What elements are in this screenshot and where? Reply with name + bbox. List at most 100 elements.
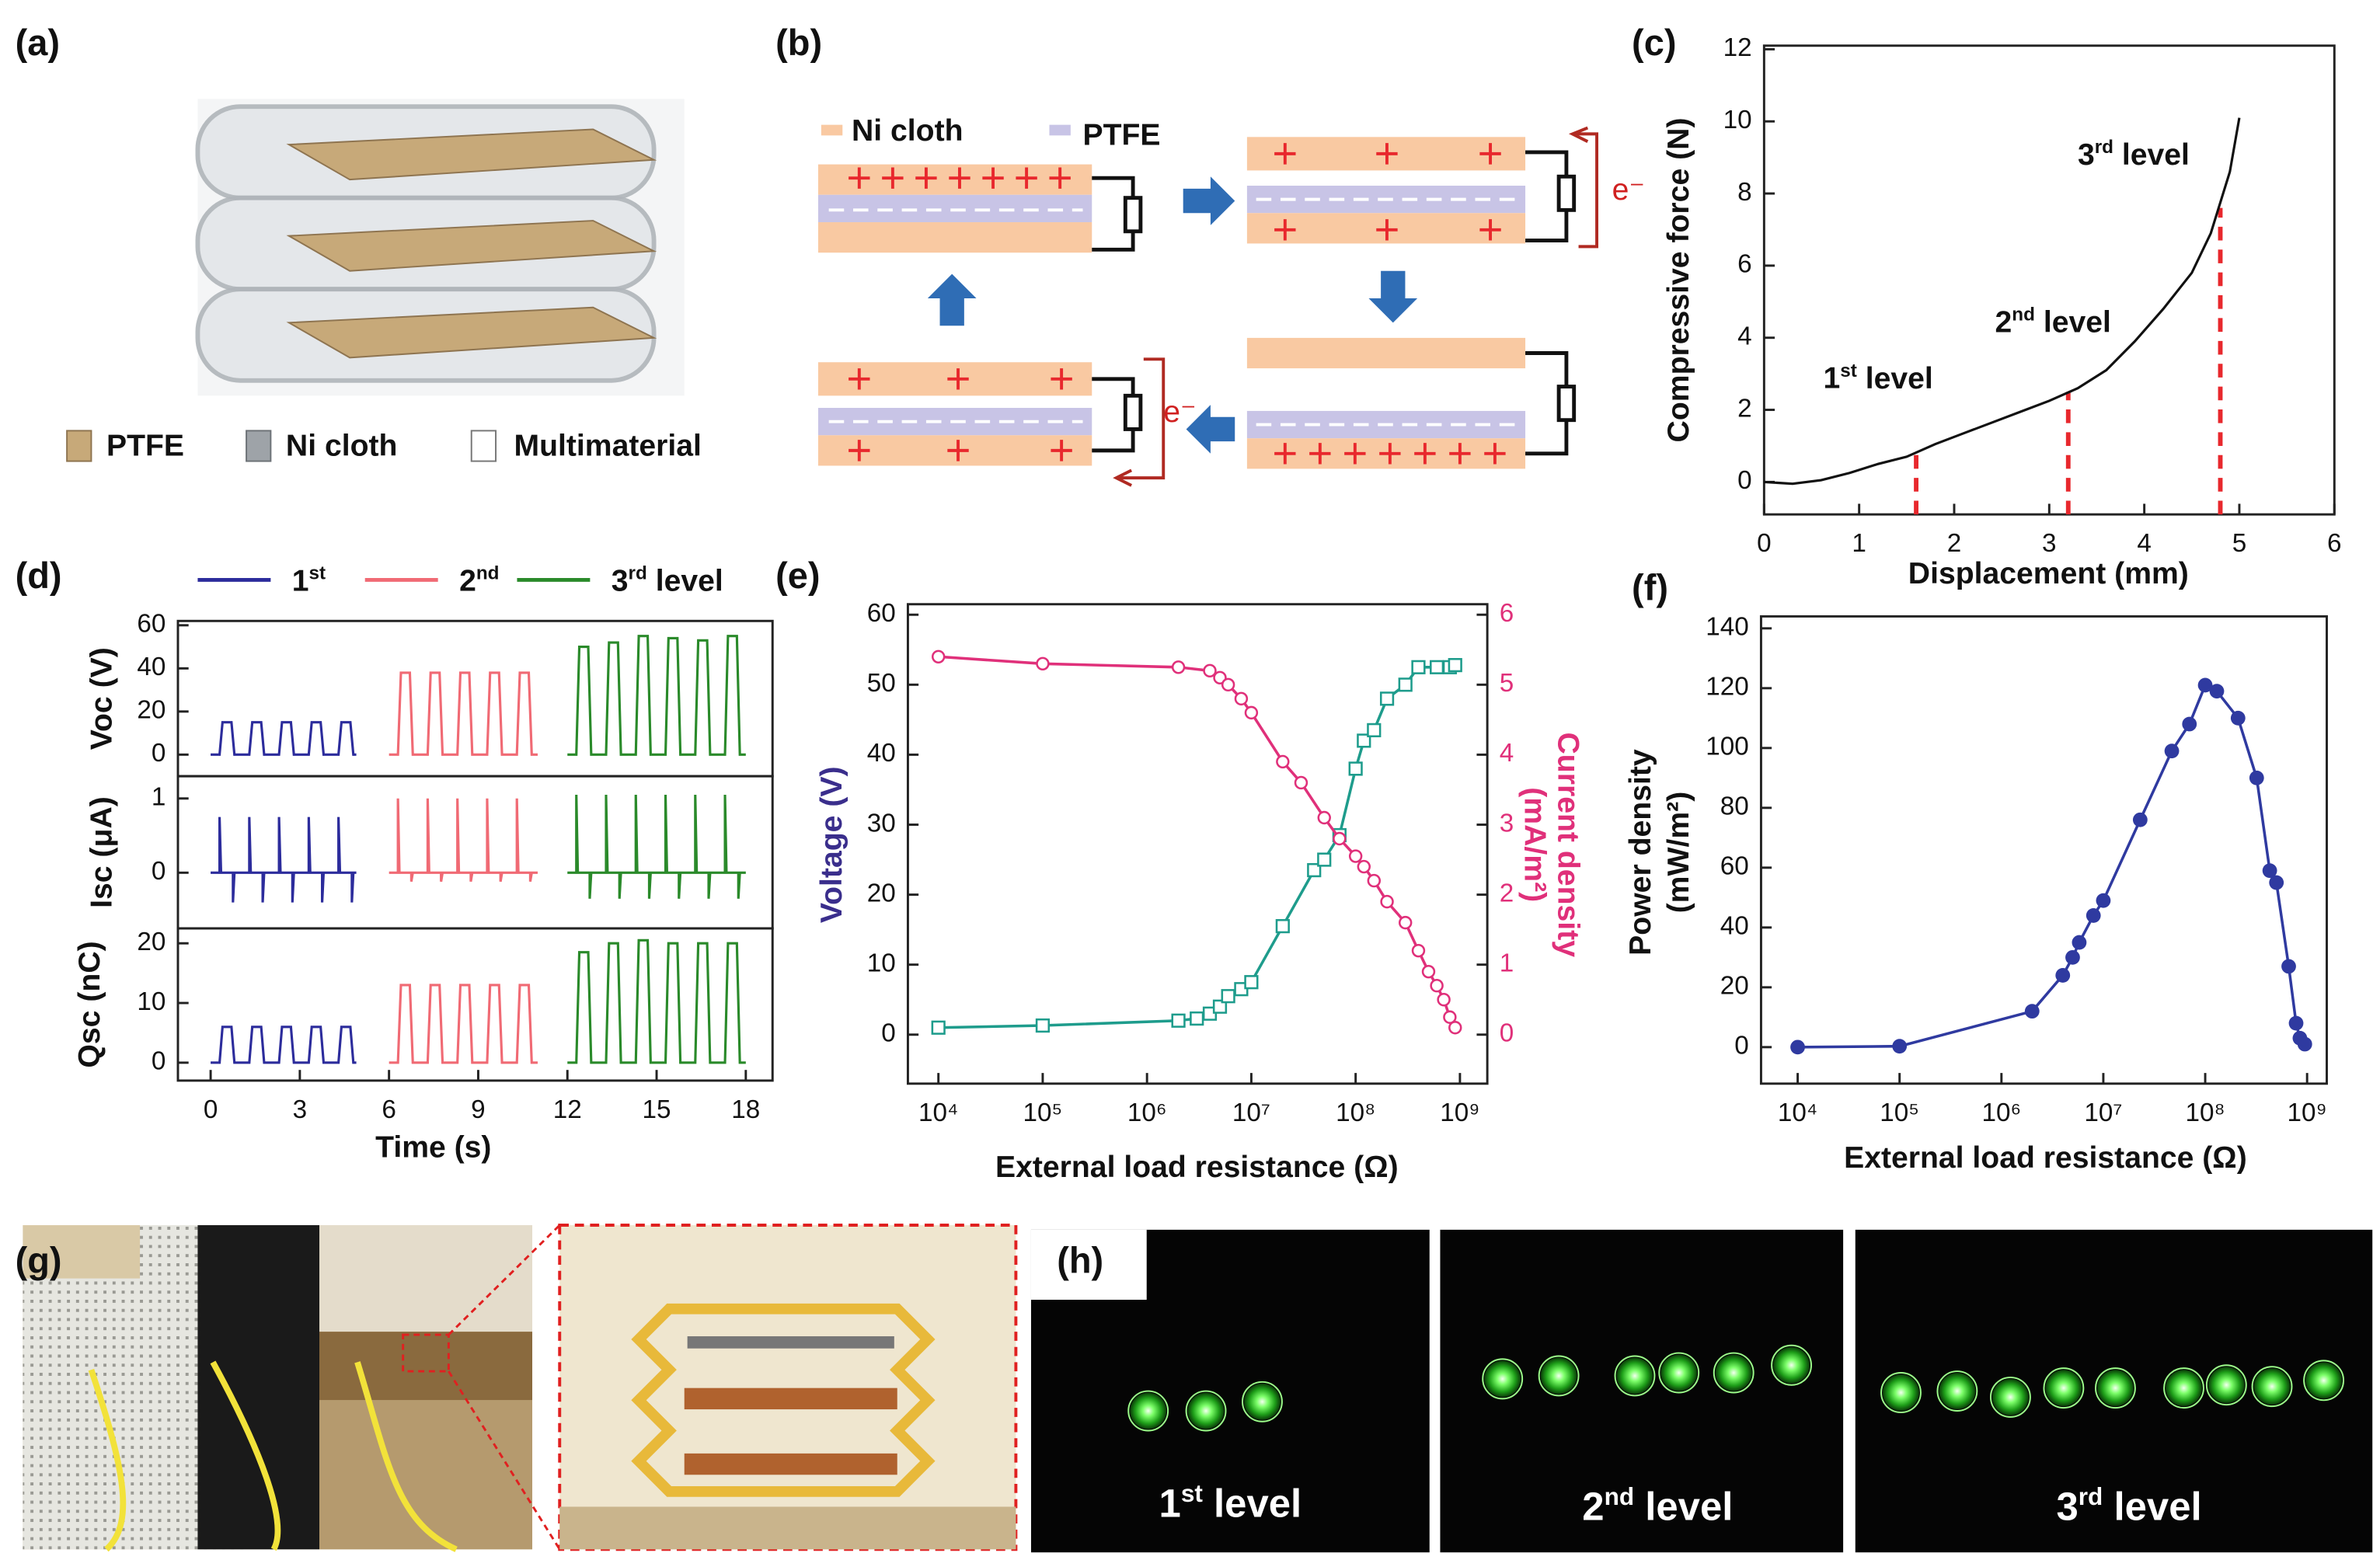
y-tick-label: 8: [1737, 178, 1752, 207]
marker: [2269, 875, 2284, 890]
y2-tick-label: 2: [1500, 879, 1514, 907]
plus-sign: [1376, 219, 1398, 241]
marker: [1421, 964, 1436, 979]
marker: [2065, 949, 2080, 965]
x-tick-label: 0: [1757, 529, 1772, 558]
marker: [1348, 849, 1363, 863]
y-tick-label: 60: [1720, 852, 1749, 881]
y-tick-label: 0: [152, 857, 166, 886]
legend-label: PTFE: [106, 429, 184, 462]
led-ring: [2163, 1367, 2204, 1409]
marker: [1221, 677, 1235, 692]
led-ring: [1880, 1372, 1922, 1413]
marker: [1430, 660, 1444, 674]
panel-label: (d): [16, 555, 62, 596]
y-tick-label: 30: [867, 809, 896, 837]
led: [2305, 1362, 2343, 1399]
marker: [1203, 663, 1217, 678]
marker: [1234, 691, 1249, 706]
led: [2045, 1370, 2082, 1407]
mechanism-diagram: [817, 124, 1599, 487]
plus-sign: [1274, 219, 1296, 241]
y-tick-label: 0: [1734, 1032, 1749, 1060]
y-tick-label: 100: [1706, 733, 1748, 761]
marker: [2024, 1004, 2040, 1019]
data-line: [1764, 117, 2241, 486]
marker: [931, 649, 946, 664]
panel-label: (a): [16, 22, 60, 63]
y-tick-label: 60: [137, 610, 166, 639]
caption: 1st level: [1159, 1480, 1302, 1526]
led: [2208, 1367, 2245, 1404]
marker: [1275, 919, 1290, 934]
led-ring: [1127, 1390, 1169, 1432]
y-axis-label: Isc (μA): [85, 796, 118, 908]
led: [1243, 1383, 1281, 1420]
x-tick-label: 10⁵: [1880, 1099, 1919, 1127]
plus-sign: [982, 167, 1004, 189]
y-tick-label: 140: [1706, 613, 1748, 642]
led: [2253, 1368, 2291, 1405]
plot-frame: [1762, 44, 2336, 516]
plus-sign: [949, 167, 970, 189]
y-tick-label: 20: [137, 696, 166, 725]
plus-sign: [1379, 443, 1401, 465]
y-axis-label: Power density: [1624, 749, 1657, 956]
marker: [2164, 743, 2180, 759]
x-tick-label: 0: [204, 1095, 218, 1124]
y-tick-label: 6: [1737, 250, 1752, 279]
legend-label: 2nd: [459, 563, 499, 598]
marker: [2182, 716, 2197, 732]
panel-label: (e): [775, 555, 820, 596]
x-tick-label: 4: [2137, 529, 2152, 558]
plus-sign: [915, 167, 937, 189]
y2-tick-label: 6: [1500, 599, 1514, 628]
led-ring: [1242, 1381, 1283, 1422]
marker: [1448, 1021, 1462, 1035]
y-tick-label: 40: [137, 653, 166, 681]
y-axis-label: Compressive force (N): [1662, 117, 1695, 442]
marker: [1367, 873, 1382, 888]
data-line: [567, 938, 746, 1064]
marker: [2072, 935, 2087, 950]
plus-sign: [882, 167, 904, 189]
marker: [1892, 1039, 1908, 1054]
marker: [1380, 894, 1394, 909]
y2-tick-label: 3: [1500, 809, 1514, 837]
legend-label: 3rd level: [612, 563, 723, 598]
marker: [1190, 1011, 1204, 1026]
marker: [2132, 812, 2148, 827]
led-ring: [1538, 1355, 1580, 1397]
led-ring: [1713, 1352, 1755, 1394]
plus-sign: [1484, 443, 1506, 465]
y-tick-label: 10: [1723, 106, 1752, 134]
legend-label: Ni cloth: [852, 114, 963, 148]
panel-label: (g): [16, 1239, 62, 1280]
data-line: [389, 671, 538, 756]
plus-sign: [849, 167, 870, 189]
led-ring: [1771, 1344, 1812, 1386]
electron-label: e⁻: [1163, 395, 1196, 429]
marker: [2281, 959, 2296, 974]
data-line: [938, 663, 1456, 1029]
plus-sign: [1479, 219, 1501, 241]
plus-sign: [1344, 443, 1366, 465]
y-axis-label: Qsc (nC): [73, 941, 106, 1067]
led: [1616, 1357, 1653, 1395]
y2-tick-label: 0: [1500, 1019, 1514, 1048]
led-ring: [2205, 1364, 2247, 1406]
y-tick-label: 2: [1737, 394, 1752, 423]
photo-setup: [23, 1224, 1018, 1552]
led-ring: [1614, 1355, 1656, 1397]
data-line: [389, 984, 538, 1064]
led: [1130, 1392, 1167, 1429]
plus-sign: [1049, 167, 1071, 189]
data-line: [389, 798, 538, 883]
led: [1187, 1392, 1225, 1429]
x-tick-label: 6: [2327, 529, 2342, 558]
y-tick-label: 4: [1737, 322, 1752, 351]
data-line: [567, 635, 746, 756]
marker: [2230, 710, 2246, 726]
plus-sign: [849, 368, 870, 390]
